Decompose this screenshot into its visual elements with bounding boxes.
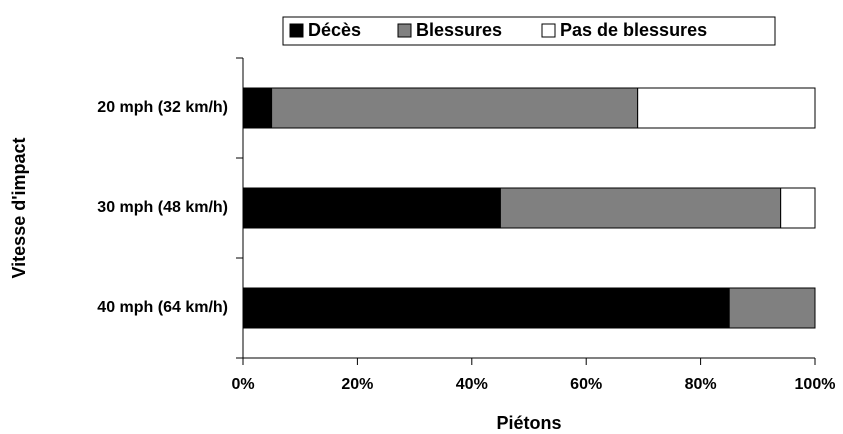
bar-segment xyxy=(499,187,782,229)
legend-box xyxy=(282,16,776,46)
legend-swatch xyxy=(397,23,412,38)
legend-label: Décès xyxy=(308,20,361,40)
bar-segment xyxy=(242,87,273,129)
x-tick-label: 100% xyxy=(795,376,836,393)
y-tick-label: 20 mph (32 km/h) xyxy=(97,99,228,116)
y-axis-title: Vitesse d'impact xyxy=(9,137,29,278)
x-axis-title: Piétons xyxy=(496,413,561,433)
bar-segment xyxy=(242,187,501,229)
x-tick-label: 80% xyxy=(685,376,717,393)
x-tick-label: 20% xyxy=(341,376,373,393)
bar-segment xyxy=(780,187,816,229)
bar-segment xyxy=(242,287,730,329)
x-tick-label: 40% xyxy=(456,376,488,393)
y-tick-label: 30 mph (48 km/h) xyxy=(97,199,228,216)
bar-segment xyxy=(637,87,816,129)
bar-segment xyxy=(728,287,816,329)
legend-swatch xyxy=(289,23,304,38)
legend-label: Blessures xyxy=(416,20,502,40)
x-tick-label: 0% xyxy=(231,376,254,393)
legend-swatch xyxy=(541,23,556,38)
y-tick-label: 40 mph (64 km/h) xyxy=(97,299,228,316)
legend-label: Pas de blessures xyxy=(560,20,707,40)
x-tick-label: 60% xyxy=(570,376,602,393)
bar-segment xyxy=(271,87,639,129)
